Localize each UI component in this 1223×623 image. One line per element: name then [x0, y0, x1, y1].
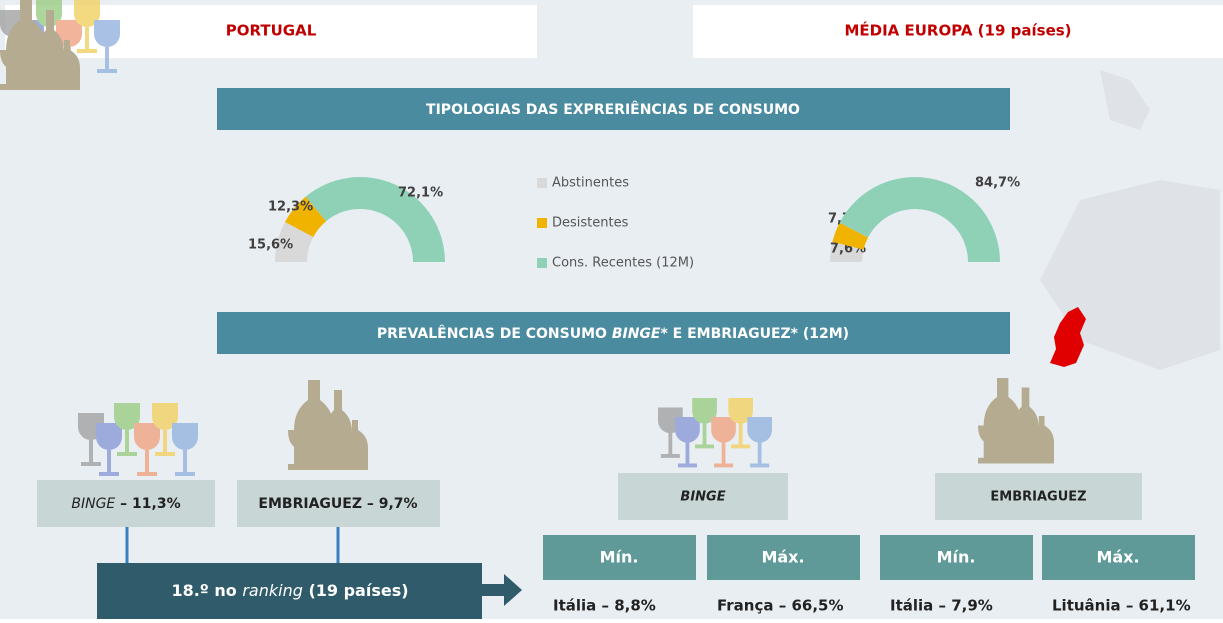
donut-segment — [832, 222, 869, 250]
donut-segment — [830, 241, 864, 262]
header: MÉDIA EUROPA (19 países) — [844, 21, 1071, 40]
min-value: Itália – 7,9% — [890, 597, 993, 615]
max-value: França – 66,5% — [717, 597, 843, 615]
legend-swatch — [537, 218, 547, 228]
value: – 11,3% — [115, 496, 180, 512]
title-part: BINGE* — [612, 326, 669, 342]
label-box — [935, 473, 1142, 520]
binge-box — [37, 480, 215, 527]
header-box — [693, 5, 1223, 58]
section-bar — [217, 88, 1010, 130]
max-label: Máx. — [761, 548, 804, 567]
legend-swatch — [537, 258, 547, 268]
section-bar — [217, 312, 1010, 354]
donut-segment — [285, 196, 327, 238]
donut-segment — [275, 221, 314, 262]
bottles-icon — [0, 0, 80, 90]
ranking-box — [97, 563, 482, 619]
section-title: PREVALÊNCIAS DE CONSUMO BINGE* E EMBRIAG… — [377, 325, 849, 342]
value: – 9,7% — [362, 496, 418, 512]
panel-label: EMBRIAGUEZ — [990, 490, 1086, 505]
donut-segment — [305, 177, 445, 262]
donut-segment — [839, 176, 1000, 262]
legend-swatch — [537, 178, 547, 188]
ranking-part: ranking — [242, 581, 303, 600]
legend-label: Abstinentes — [552, 176, 629, 191]
binge-value: BINGE – 11,3% — [71, 496, 180, 512]
min-box — [880, 535, 1033, 580]
map — [1040, 70, 1220, 370]
label: BINGE — [71, 496, 115, 512]
max-box — [707, 535, 860, 580]
max-label: Máx. — [1096, 548, 1139, 567]
data-label: 84,7% — [975, 176, 1020, 191]
min-label: Mín. — [600, 548, 639, 567]
embriaguez-box — [237, 480, 440, 527]
ranking-part: (19 países) — [303, 581, 409, 600]
min-box — [543, 535, 696, 580]
map-portugal — [1050, 307, 1086, 367]
data-label: 72,1% — [398, 186, 443, 201]
ranking: 18.º no ranking (19 países) — [171, 581, 408, 600]
title-part: PREVALÊNCIAS DE CONSUMO — [377, 325, 612, 342]
label: EMBRIAGUEZ — [258, 496, 362, 512]
legend-label: Cons. Recentes (12M) — [552, 256, 694, 271]
header: PORTUGAL — [226, 22, 317, 40]
data-label: 12,3% — [268, 200, 313, 215]
section-title: TIPOLOGIAS DAS EXPRERIÊNCIAS DE CONSUMO — [426, 101, 800, 118]
data-label: 15,6% — [248, 238, 293, 253]
arrow — [482, 574, 522, 606]
min-value: Itália – 8,8% — [553, 597, 656, 615]
max-box — [1042, 535, 1195, 580]
min-label: Mín. — [937, 548, 976, 567]
title-part: E EMBRIAGUEZ* (12M) — [668, 326, 849, 342]
label-box — [618, 473, 788, 520]
legend-label: Desistentes — [552, 216, 629, 231]
max-value: Lituânia – 61,1% — [1052, 597, 1191, 615]
ranking-part: 18.º no — [171, 581, 242, 600]
embriaguez-value: EMBRIAGUEZ – 9,7% — [258, 496, 417, 512]
panel-label: BINGE — [680, 490, 725, 505]
